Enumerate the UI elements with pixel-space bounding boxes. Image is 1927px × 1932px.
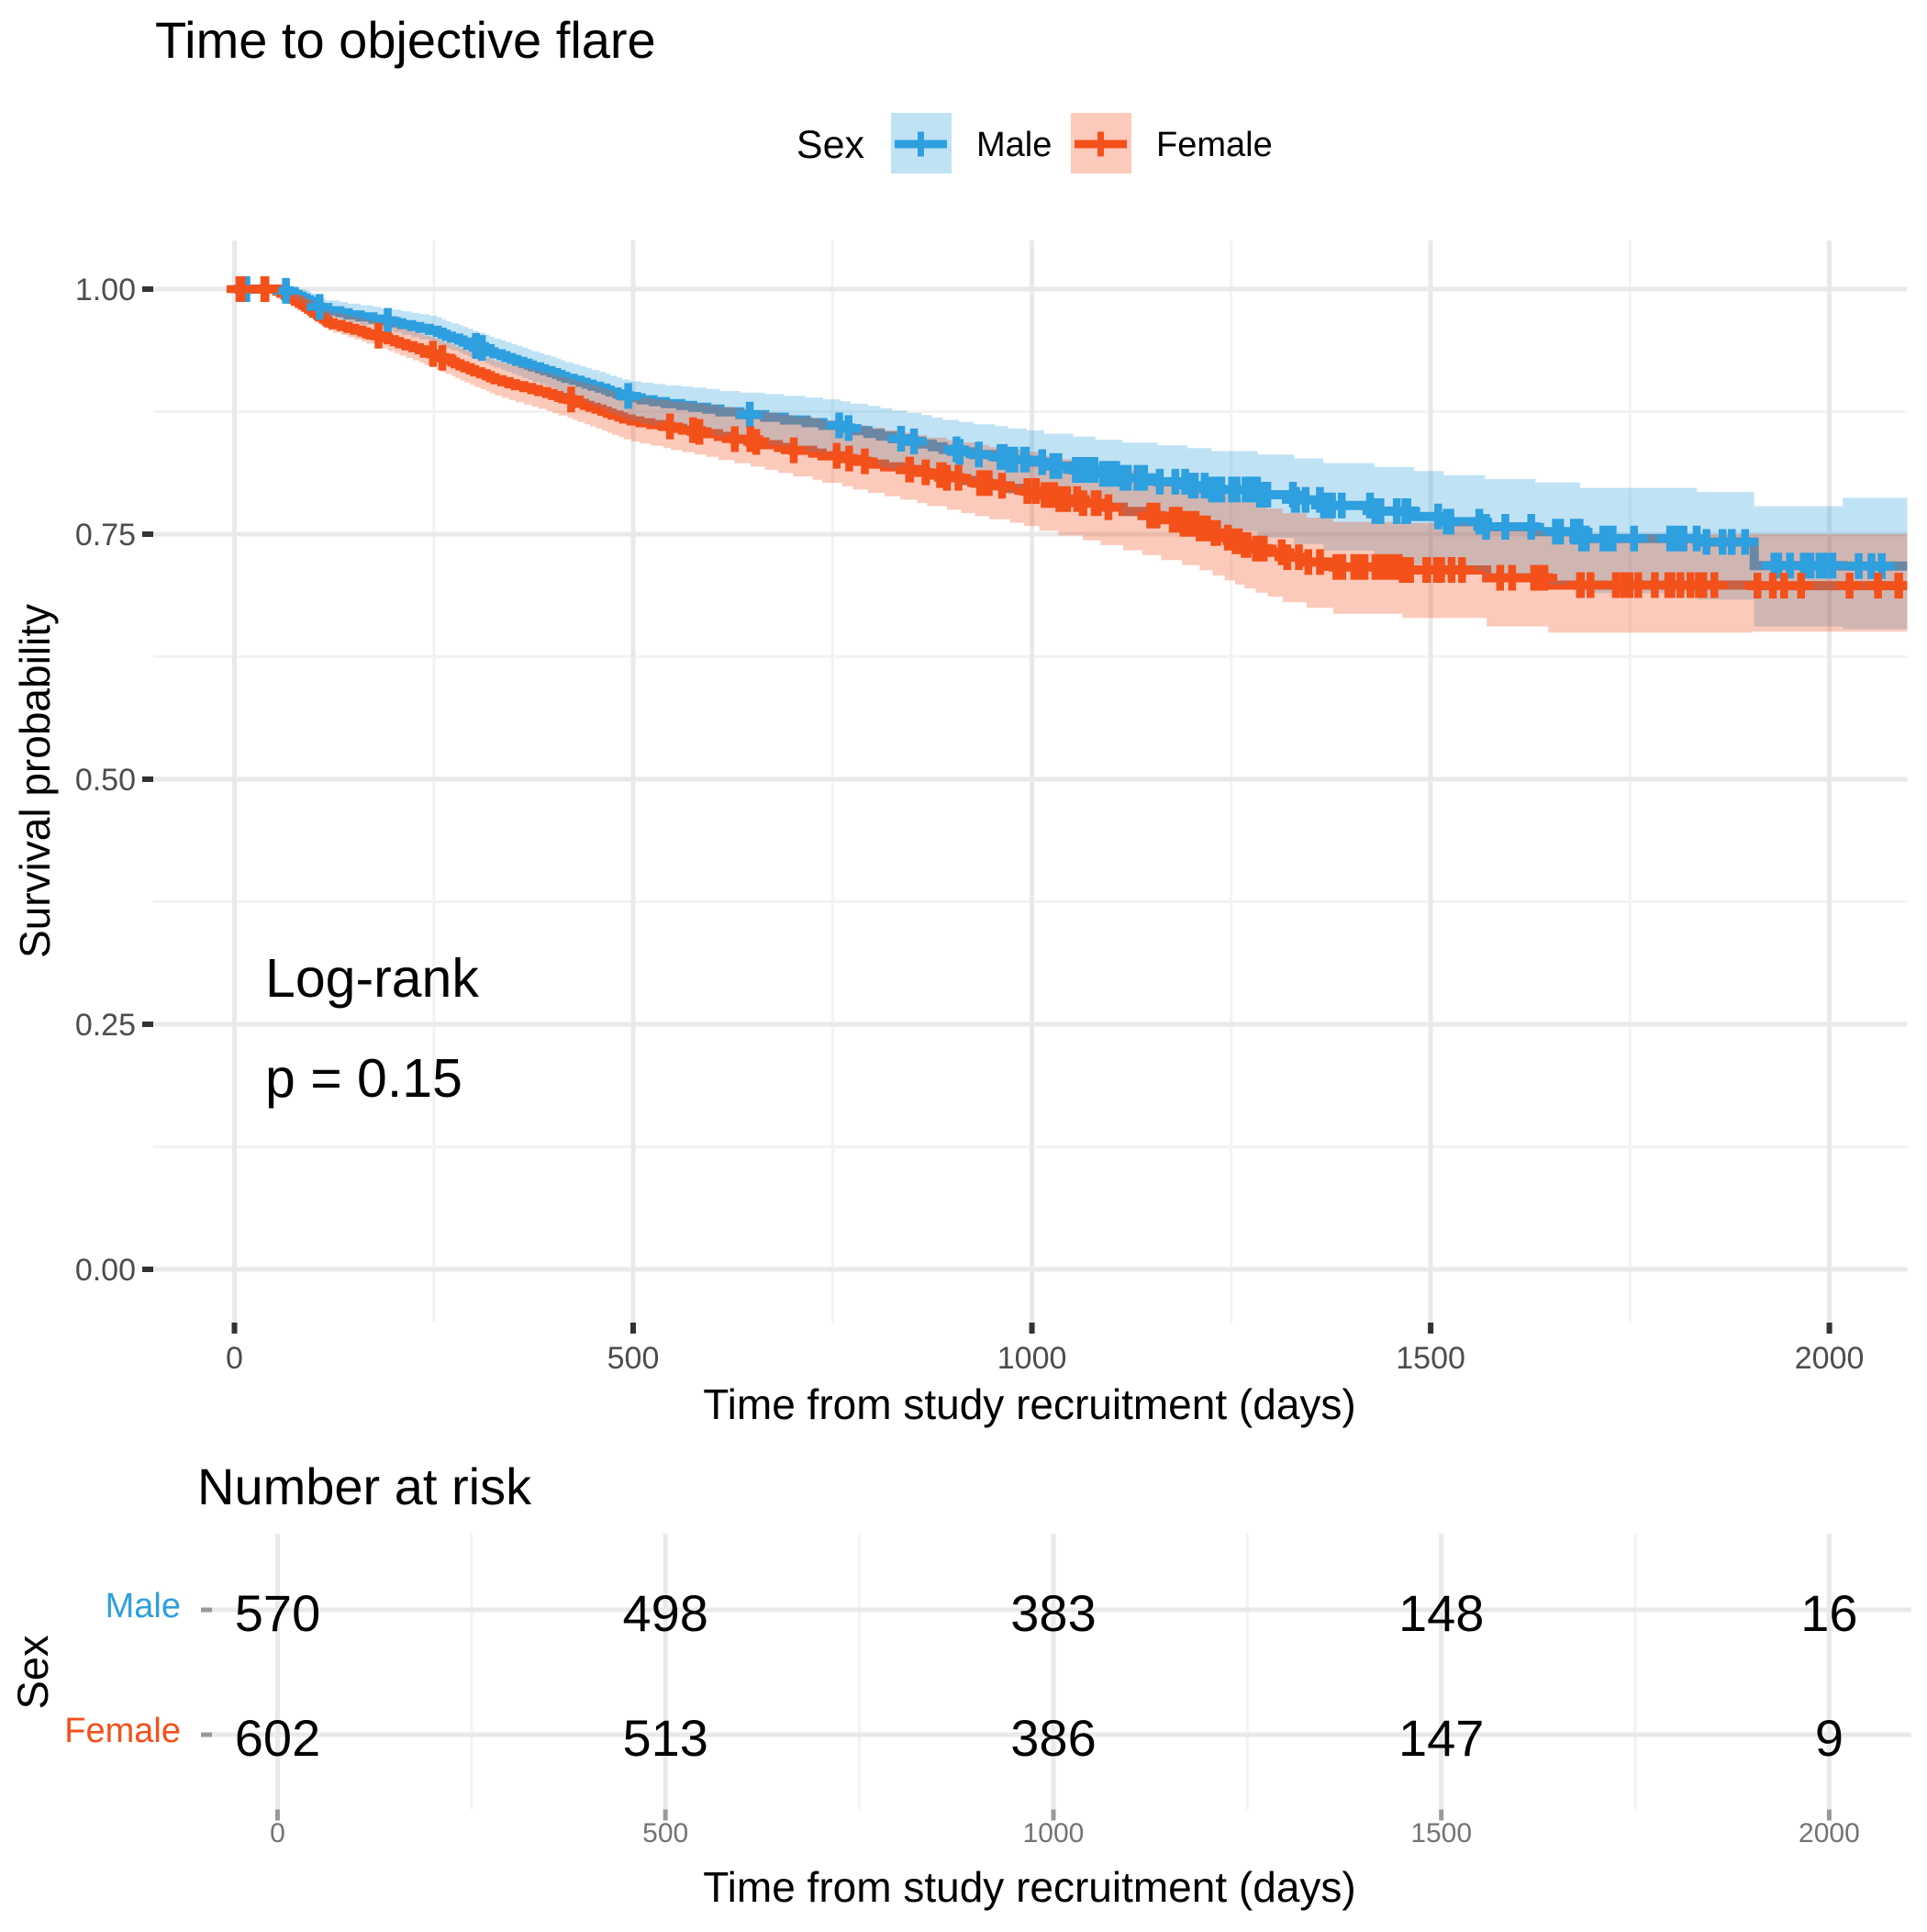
- svg-text:Time from study recruitment (d: Time from study recruitment (days): [703, 1380, 1355, 1428]
- svg-text:1000: 1000: [1023, 1818, 1085, 1848]
- svg-text:570: 570: [235, 1584, 320, 1642]
- svg-text:148: 148: [1398, 1584, 1484, 1642]
- svg-text:Sex: Sex: [8, 1636, 57, 1710]
- svg-text:Time to objective flare: Time to objective flare: [155, 11, 656, 69]
- svg-text:1500: 1500: [1396, 1341, 1465, 1376]
- svg-text:383: 383: [1010, 1584, 1096, 1642]
- svg-text:500: 500: [607, 1341, 660, 1376]
- svg-text:1.00: 1.00: [75, 273, 136, 307]
- svg-text:500: 500: [642, 1818, 688, 1848]
- svg-text:0.00: 0.00: [75, 1253, 136, 1288]
- svg-text:16: 16: [1800, 1584, 1857, 1642]
- svg-text:147: 147: [1398, 1709, 1484, 1767]
- svg-text:513: 513: [622, 1709, 707, 1767]
- svg-text:Number at risk: Number at risk: [197, 1457, 532, 1515]
- svg-text:Time from study recruitment (d: Time from study recruitment (days): [703, 1863, 1355, 1911]
- svg-text:1000: 1000: [997, 1341, 1067, 1376]
- svg-text:0.50: 0.50: [75, 763, 136, 798]
- svg-text:Male: Male: [106, 1587, 181, 1625]
- svg-text:Female: Female: [1156, 126, 1273, 164]
- svg-text:p = 0.15: p = 0.15: [265, 1048, 462, 1109]
- svg-text:Log-rank: Log-rank: [265, 948, 479, 1009]
- svg-text:9: 9: [1815, 1709, 1843, 1767]
- svg-text:2000: 2000: [1799, 1818, 1860, 1848]
- svg-text:0.25: 0.25: [75, 1008, 136, 1043]
- svg-text:Sex: Sex: [796, 123, 865, 167]
- svg-text:1500: 1500: [1410, 1818, 1472, 1848]
- svg-text:0: 0: [270, 1818, 285, 1848]
- svg-text:Female: Female: [64, 1712, 181, 1750]
- svg-text:Survival probability: Survival probability: [11, 604, 59, 958]
- svg-text:386: 386: [1010, 1709, 1096, 1767]
- svg-text:Male: Male: [976, 126, 1052, 164]
- svg-text:498: 498: [622, 1584, 707, 1642]
- svg-text:0: 0: [226, 1341, 243, 1376]
- svg-text:0.75: 0.75: [75, 518, 136, 553]
- svg-text:2000: 2000: [1795, 1341, 1865, 1376]
- svg-text:602: 602: [235, 1709, 320, 1767]
